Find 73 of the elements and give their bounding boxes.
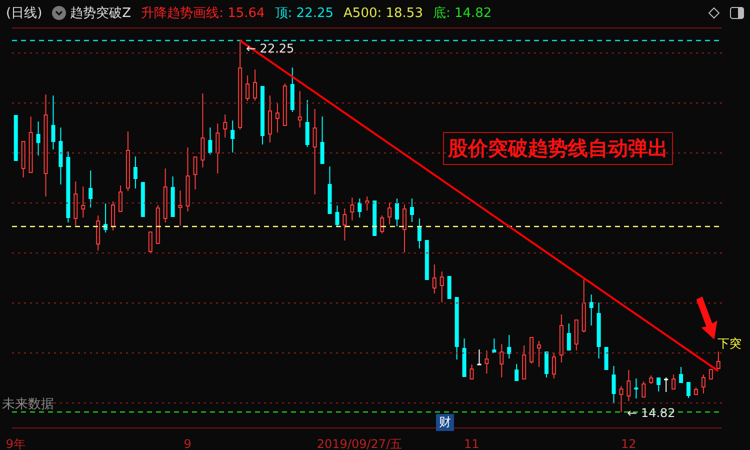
- text: 趋势突破Z: [70, 5, 132, 22]
- candlestick: [178, 190, 182, 226]
- candlestick: [388, 202, 392, 225]
- candlestick: [328, 166, 332, 214]
- candlestick: [432, 264, 436, 294]
- candlestick: [626, 370, 631, 402]
- candlestick: [74, 181, 78, 226]
- candlestick: [200, 93, 205, 168]
- candlestick: [656, 378, 661, 392]
- candlestick: [275, 103, 280, 133]
- candlestick: [320, 116, 324, 164]
- candlestick: [140, 182, 145, 217]
- candlestick: [298, 90, 302, 128]
- candlestick: [492, 338, 496, 352]
- candlestick: [514, 364, 519, 381]
- candlestick: [216, 123, 220, 174]
- candlestick: [574, 320, 578, 351]
- candlestick: [507, 334, 512, 359]
- x-tick-label: 11: [464, 437, 480, 450]
- candlestick: [44, 94, 48, 197]
- candlestick: [500, 344, 504, 378]
- candlestick: [462, 338, 466, 377]
- candlestick: [350, 197, 354, 221]
- candlestick: [58, 127, 63, 185]
- candlestick: [312, 108, 317, 195]
- candlestick: [708, 369, 713, 380]
- candlestick: [566, 323, 571, 350]
- text: 底: 14.82: [432, 5, 492, 22]
- candlestick: [223, 114, 228, 138]
- candlestick: [170, 176, 175, 217]
- candlestick: [424, 240, 429, 280]
- x-tick-label: 12: [620, 437, 636, 450]
- candlestick: [589, 294, 594, 326]
- candlestick: [268, 95, 272, 143]
- candlestick: [559, 314, 564, 363]
- candlestick: [96, 215, 100, 251]
- candlestick: [612, 366, 616, 404]
- candlestick: [230, 120, 235, 153]
- candlestick: [118, 185, 122, 212]
- candlestick: [36, 121, 40, 156]
- candlestick: [260, 86, 264, 145]
- candlestick: [454, 297, 459, 360]
- candlestick: [477, 349, 482, 366]
- text: A500: 18.53: [344, 6, 423, 20]
- candlestick: [522, 345, 526, 380]
- annotation: 财: [436, 414, 454, 431]
- candlestick: [186, 147, 190, 212]
- text: 升降趋势画线: 15.64: [141, 5, 265, 22]
- candlestick: [193, 156, 198, 190]
- x-tick-label: 2019/09/27/五: [316, 437, 402, 450]
- candlestick: [81, 186, 86, 218]
- candlestick: [634, 378, 638, 399]
- candlestick: [28, 116, 33, 173]
- candlestick: [447, 276, 452, 299]
- annotation: 股价突破趋势线自动弹出: [443, 132, 673, 165]
- candlestick: [342, 208, 347, 241]
- candlestick: [604, 347, 608, 370]
- text: (日线): [6, 5, 42, 22]
- candlestick: [51, 95, 56, 150]
- candlestick: [716, 351, 720, 369]
- candlestick: [679, 366, 684, 383]
- x-tick-label: 9: [184, 437, 192, 450]
- text: 顶: 22.25: [274, 5, 334, 22]
- candlestick: [21, 141, 26, 178]
- candlestick: [596, 302, 601, 359]
- candlestick: [440, 271, 444, 303]
- candlestick: [14, 115, 18, 161]
- candlestick: [410, 198, 414, 222]
- candlestick: [133, 156, 138, 189]
- annotation: 下突: [717, 336, 742, 350]
- candlestick: [372, 200, 377, 236]
- x-tick-label: 9年: [6, 437, 26, 450]
- annotation: 未来数据: [2, 396, 54, 413]
